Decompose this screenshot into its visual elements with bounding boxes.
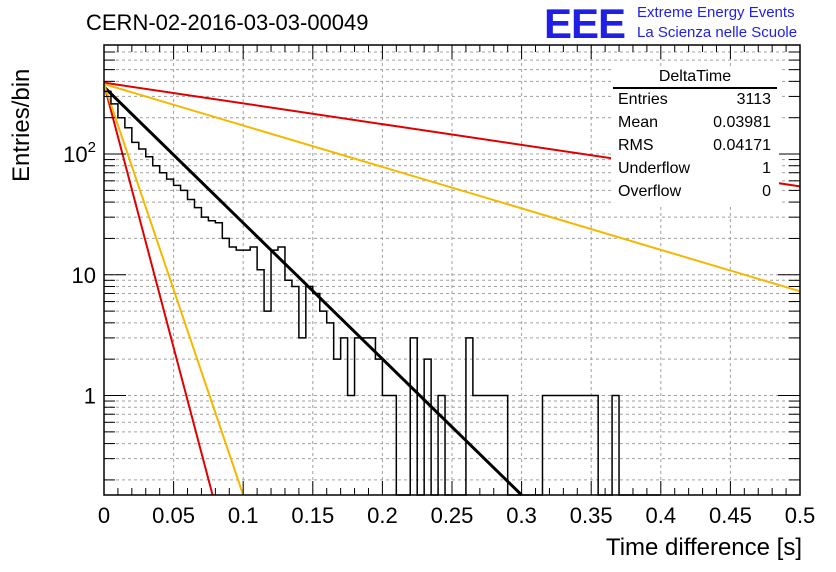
stats-label: Entries [618, 91, 668, 108]
x-tick-label: 0.3 [506, 503, 537, 528]
x-tick-label: 0.45 [709, 503, 752, 528]
grid [104, 44, 800, 495]
stats-row: Overflow 0 [611, 183, 779, 206]
stats-name: DeltaTime [613, 68, 777, 89]
y-tick-label: 1 [84, 384, 96, 409]
stats-row: Mean 0.03981 [611, 114, 779, 137]
logo-line2: La Scienza nelle Scuole [637, 24, 798, 41]
stats-box: DeltaTime Entries 3113 Mean 0.03981 RMS … [611, 68, 779, 206]
stats-label: RMS [618, 137, 654, 154]
series-line [103, 83, 214, 496]
x-tick-label: 0.1 [228, 503, 259, 528]
logo-text: Extreme Energy Events La Scienza nelle S… [637, 3, 797, 43]
eee-logo: EEE [544, 0, 626, 47]
x-tick-label: 0.4 [646, 503, 677, 528]
stats-value: 1 [762, 160, 771, 177]
y-axis-label: Entries/bin [8, 68, 35, 182]
stats-row: RMS 0.04171 [611, 137, 779, 160]
y-tick-label: 102 [63, 139, 96, 167]
stats-value: 0 [762, 183, 771, 200]
x-tick-label: 0.5 [785, 503, 816, 528]
x-tick-label: 0.35 [570, 503, 613, 528]
axes: 0 0.05 0.1 0.15 0.2 0.25 0.3 0.35 0.4 0.45 0.51101… [63, 44, 816, 528]
stats-label: Underflow [618, 160, 691, 177]
series-line [103, 83, 245, 496]
stats-label: Mean [618, 114, 659, 131]
series-line [103, 83, 801, 293]
x-tick-label: 0 [98, 503, 110, 528]
x-tick-label: 0.15 [291, 503, 334, 528]
chart-title: CERN-02-2016-03-03-00049 [86, 10, 369, 35]
stats-value: 3113 [736, 91, 771, 108]
x-tick-label: 0.05 [152, 503, 195, 528]
x-tick-label: 0.25 [431, 503, 474, 528]
stats-value: 0.04171 [713, 137, 771, 154]
stats-row: Entries 3113 [611, 91, 779, 114]
logo-line1: Extreme Energy Events [637, 4, 795, 21]
y-tick-label: 10 [72, 263, 96, 288]
stats-value: 0.03981 [713, 114, 771, 131]
x-axis-label: Time difference [s] [605, 534, 802, 561]
stats-label: Overflow [618, 183, 682, 200]
x-tick-label: 0.2 [367, 503, 398, 528]
stats-row: Underflow 1 [611, 160, 779, 183]
